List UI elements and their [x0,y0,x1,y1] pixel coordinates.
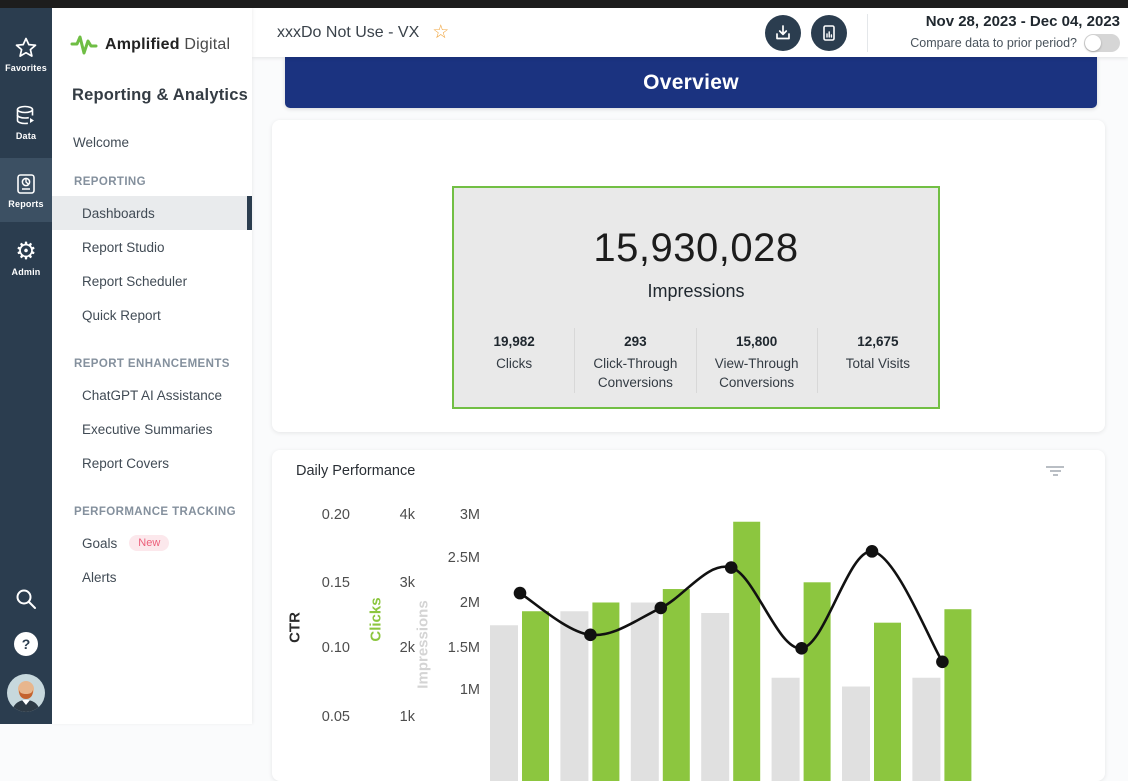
daily-performance-chart [272,450,1105,781]
avatar-image [7,674,45,712]
date-range[interactable]: Nov 28, 2023 - Dec 04, 2023 [910,13,1120,30]
clicks-bar[interactable] [592,602,619,781]
metric-view-through-conversions: 15,800 View-Through Conversions [696,328,817,393]
ctr-point[interactable] [514,587,527,600]
metrics-card: 15,930,028 Impressions 19,982 Clicks 293… [272,120,1105,432]
sidebar-item-goals[interactable]: GoalsNew [52,526,252,560]
sidebar-item-welcome[interactable]: Welcome [73,135,252,150]
rail-item-reports[interactable]: Reports [0,158,52,222]
ctr-point[interactable] [725,561,738,574]
impressions-bar[interactable] [631,603,659,781]
sidebar: Amplified Digital Reporting & Analytics … [52,8,252,724]
download-icon [774,24,792,42]
impressions-bar[interactable] [912,678,940,781]
rail-item-data[interactable]: Data [0,90,52,154]
sidebar-item-alerts[interactable]: Alerts [52,560,252,594]
star-icon [14,36,38,60]
section-header-reporting: REPORTING [74,176,252,188]
impressions-bar[interactable] [772,678,800,781]
rail-item-favorites[interactable]: Favorites [0,22,52,86]
clicks-bar[interactable] [663,589,690,781]
compare-label: Compare data to prior period? [910,36,1077,50]
brand-logo: Amplified Digital [70,32,252,58]
rail-label: Data [16,131,36,141]
impressions-bar[interactable] [842,687,870,781]
clicks-bar[interactable] [804,582,831,781]
overview-banner: Overview [285,57,1097,108]
search-button[interactable] [0,586,52,612]
sidebar-item-report-covers[interactable]: Report Covers [52,446,252,480]
metric-click-through-conversions: 293 Click-Through Conversions [574,328,695,393]
sidebar-item-executive-summaries[interactable]: Executive Summaries [52,412,252,446]
sidebar-item-report-scheduler[interactable]: Report Scheduler [52,264,252,298]
help-button[interactable]: ? [0,632,52,656]
sidebar-item-chatgpt-ai-assistance[interactable]: ChatGPT AI Assistance [52,378,252,412]
icon-rail: Favorites Data Reports ⚙ Admin ? [0,8,52,724]
impressions-bar[interactable] [701,613,729,781]
help-icon: ? [14,632,38,656]
topbar-actions [765,8,847,57]
ctr-point[interactable] [795,642,808,655]
user-avatar[interactable] [0,674,52,712]
sub-metrics-row: 19,982 Clicks 293 Click-Through Conversi… [454,328,938,393]
section-header-report-enhancements: REPORT ENHANCEMENTS [74,358,252,370]
new-badge: New [129,535,169,551]
search-icon [13,586,39,612]
report-title: xxxDo Not Use - VX [277,24,419,42]
browser-top-strip [0,0,1128,8]
sidebar-item-dashboards[interactable]: Dashboards [52,196,252,230]
impressions-bar[interactable] [560,611,588,781]
download-button[interactable] [765,15,801,51]
compare-toggle[interactable] [1084,34,1120,52]
database-icon [14,104,38,128]
clicks-bar[interactable] [874,623,901,781]
topbar: xxxDo Not Use - VX ☆ Nov 28, 2023 - Dec … [252,8,1128,57]
impressions-label: Impressions [454,281,938,302]
clicks-bar[interactable] [522,611,549,781]
sidebar-title: Reporting & Analytics [72,86,252,105]
sidebar-item-quick-report[interactable]: Quick Report [52,298,252,332]
ctr-point[interactable] [936,655,949,668]
ctr-point[interactable] [655,602,668,615]
rail-label: Reports [8,199,43,209]
topbar-right: Nov 28, 2023 - Dec 04, 2023 Compare data… [910,13,1120,52]
rail-label: Admin [12,267,41,277]
sidebar-item-report-studio[interactable]: Report Studio [52,230,252,264]
rail-label: Favorites [5,63,47,73]
metric-total-visits: 12,675 Total Visits [817,328,938,393]
report-book-icon [14,172,38,196]
overview-title: Overview [643,71,739,95]
gear-icon: ⚙ [15,240,37,264]
document-chart-icon [820,24,838,42]
topbar-divider [867,14,868,52]
amplified-pulse-icon [70,32,98,58]
impressions-metric-box[interactable]: 15,930,028 Impressions 19,982 Clicks 293… [452,186,940,409]
brand-name: Amplified Digital [105,36,230,54]
ctr-point[interactable] [584,629,597,642]
daily-performance-card: Daily Performance CTR Clicks Impressions… [272,450,1105,781]
main-content: Overview 15,930,028 Impressions 19,982 C… [252,57,1128,724]
clicks-bar[interactable] [944,609,971,781]
report-document-button[interactable] [811,15,847,51]
toggle-knob [1085,35,1101,51]
ctr-point[interactable] [866,545,879,558]
favorite-star-icon[interactable]: ☆ [432,23,449,42]
section-header-performance-tracking: PERFORMANCE TRACKING [74,506,252,518]
clicks-bar[interactable] [733,522,760,781]
rail-item-admin[interactable]: ⚙ Admin [0,226,52,290]
impressions-bar[interactable] [490,625,518,781]
metric-clicks: 19,982 Clicks [454,328,574,393]
impressions-value: 15,930,028 [454,226,938,271]
